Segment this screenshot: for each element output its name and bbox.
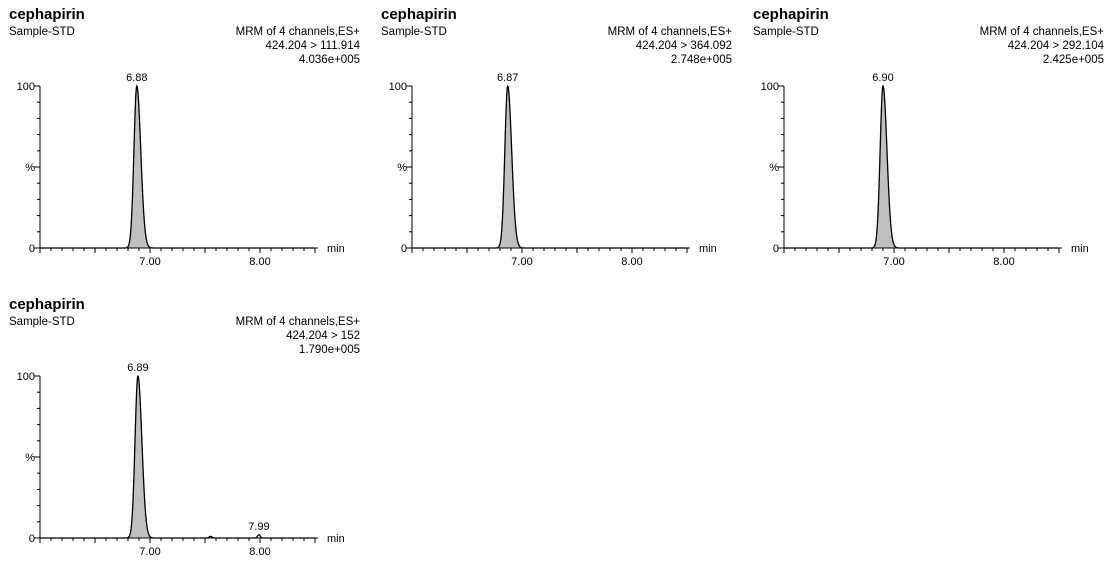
peak-label: 6.89 (127, 362, 148, 374)
x-tick-label: 8.00 (621, 256, 642, 268)
compound-name: cephapirin (9, 6, 85, 23)
y-tick-label: % (25, 452, 35, 464)
intensity-scale: 1.790e+005 (298, 344, 360, 356)
intensity-scale: 2.425e+005 (1042, 54, 1104, 66)
x-axis-label: min (327, 533, 345, 545)
mrm-transition: 424.204 > 152 (286, 330, 360, 342)
y-tick-label: 0 (29, 533, 35, 545)
chromatogram-panel-2: cephapirin Sample-STD MRM of 4 channels,… (372, 0, 732, 285)
intensity-scale: 2.748e+005 (670, 54, 732, 66)
peak-label: 6.88 (126, 72, 147, 84)
acquisition-function: MRM of 4 channels,ES+ (235, 26, 360, 38)
chromatogram-trace (40, 84, 315, 249)
intensity-scale: 4.036e+005 (298, 54, 360, 66)
chromatogram-panel-3: cephapirin Sample-STD MRM of 4 channels,… (744, 0, 1104, 285)
chromatogram-panel-1: cephapirin Sample-STD MRM of 4 channels,… (0, 0, 360, 285)
x-tick-label: 8.00 (249, 546, 270, 558)
x-tick-label: 7.00 (139, 256, 160, 268)
y-tick-label: 100 (389, 81, 407, 93)
y-tick-label: 0 (29, 243, 35, 255)
y-tick-label: 0 (401, 243, 407, 255)
chromatogram-trace (412, 84, 687, 249)
chromatogram-panel-4: cephapirin Sample-STD MRM of 4 channels,… (0, 290, 360, 575)
chromatogram-plot: 100% 0 7.00 8.00 min 6.87 (389, 72, 717, 268)
chromatogram-plot: 100% 0 7.00 8.00 min 6.88 (17, 72, 345, 268)
acquisition-function: MRM of 4 channels,ES+ (607, 26, 732, 38)
peak-label: 6.90 (872, 72, 893, 84)
sample-name: Sample-STD (9, 316, 75, 328)
y-tick-label: 100 (17, 371, 35, 383)
compound-name: cephapirin (753, 6, 829, 23)
mrm-transition: 424.204 > 111.914 (265, 40, 360, 52)
x-tick-label: 8.00 (993, 256, 1014, 268)
peak-label: 7.99 (248, 521, 269, 533)
x-tick-label: 7.00 (139, 546, 160, 558)
x-tick-label: 7.00 (883, 256, 904, 268)
peak-label: 6.87 (497, 72, 518, 84)
y-tick-label: % (397, 162, 407, 174)
acquisition-function: MRM of 4 channels,ES+ (235, 316, 360, 328)
y-tick-label: % (25, 162, 35, 174)
sample-name: Sample-STD (381, 26, 447, 38)
compound-name: cephapirin (9, 296, 85, 313)
y-tick-label: 0 (773, 243, 779, 255)
chromatogram-trace (784, 84, 1059, 249)
x-tick-label: 7.00 (511, 256, 532, 268)
mrm-transition: 424.204 > 292.104 (1007, 40, 1104, 52)
sample-name: Sample-STD (9, 26, 75, 38)
y-tick-label: % (769, 162, 779, 174)
y-tick-label: 100 (761, 81, 779, 93)
y-tick-label: 100 (17, 81, 35, 93)
mrm-transition: 424.204 > 364.092 (635, 40, 732, 52)
chromatogram-plot: 100% 0 7.00 8.00 min 6.90 (761, 72, 1089, 268)
x-axis-label: min (699, 243, 717, 255)
compound-name: cephapirin (381, 6, 457, 23)
x-axis-label: min (327, 243, 345, 255)
x-tick-label: 8.00 (249, 256, 270, 268)
sample-name: Sample-STD (753, 26, 819, 38)
chromatogram-plot: 100% 0 7.00 8.00 min 6.89 7.99 (17, 362, 345, 558)
x-axis-label: min (1071, 243, 1089, 255)
chromatogram-trace (40, 375, 315, 539)
acquisition-function: MRM of 4 channels,ES+ (979, 26, 1104, 38)
